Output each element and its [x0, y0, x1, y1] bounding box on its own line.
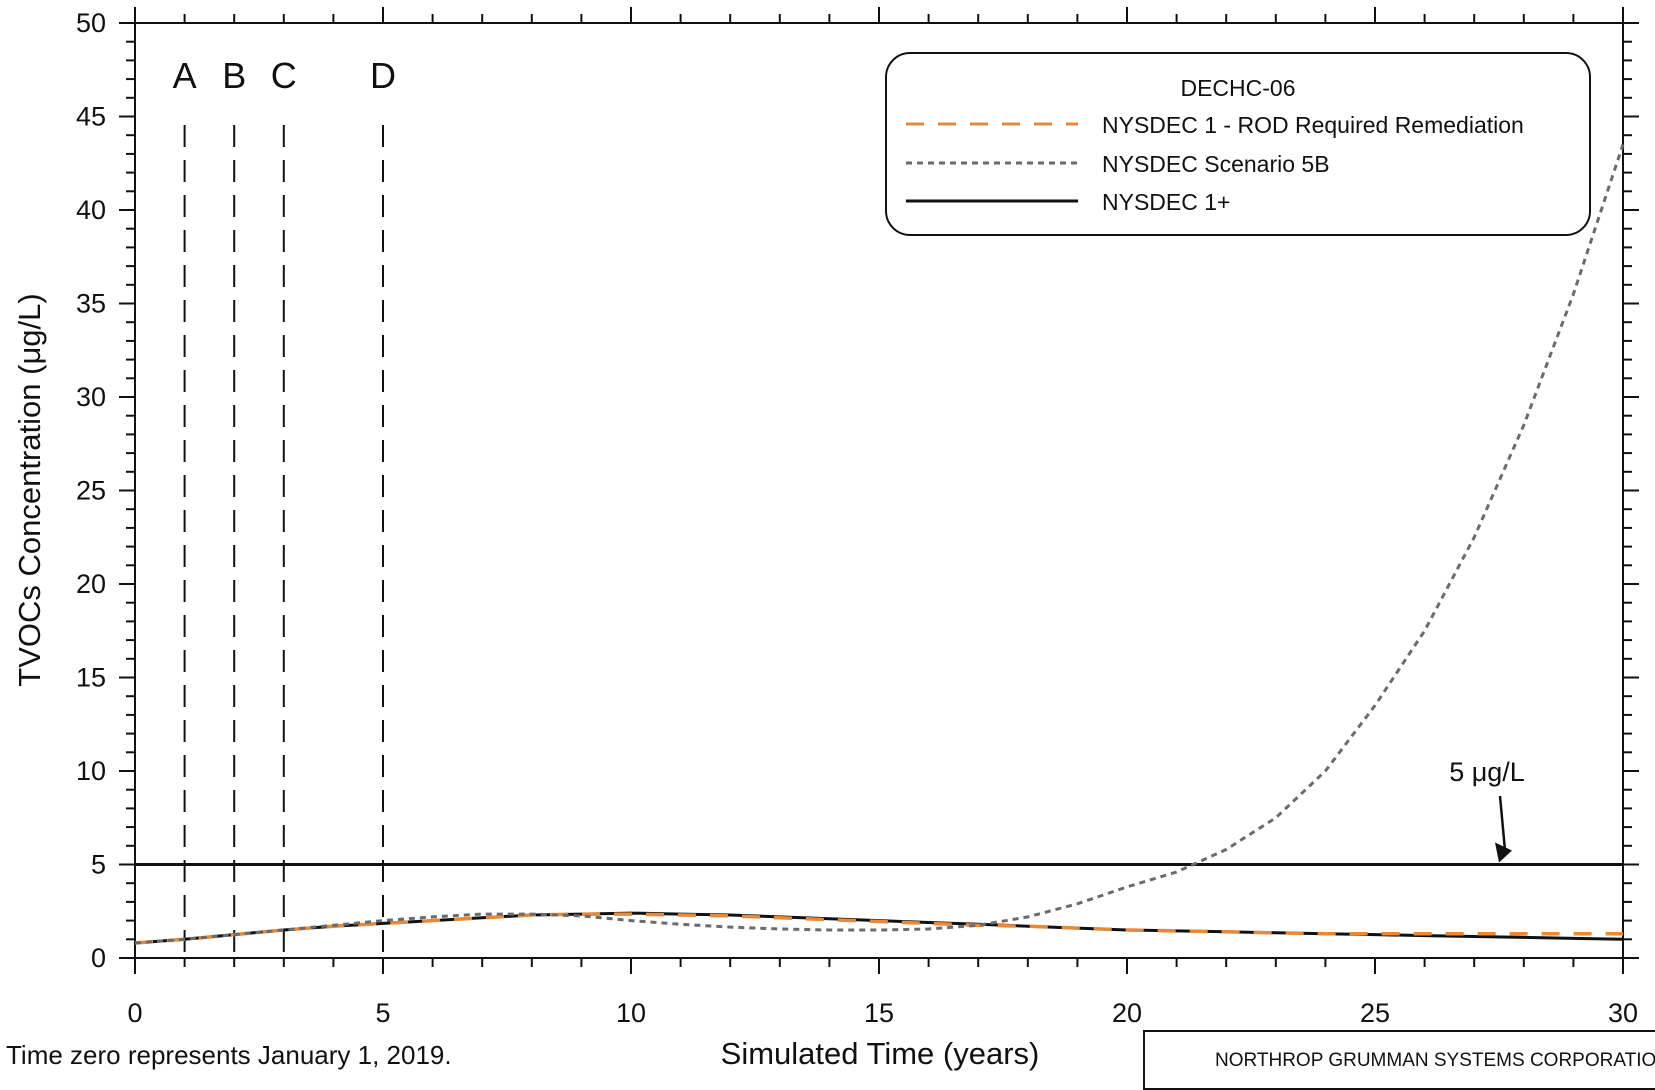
- reference-line-group: 5 μg/L: [135, 757, 1623, 866]
- y-tick-label: 50: [76, 8, 106, 38]
- y-tick-label: 0: [91, 943, 106, 973]
- x-tick-label: 0: [127, 998, 142, 1028]
- y-tick-label: 5: [91, 850, 106, 880]
- annotation-arrow-shaft: [1498, 795, 1507, 851]
- footnote: Time zero represents January 1, 2019.: [6, 1040, 452, 1070]
- phase-marker-label: D: [370, 55, 396, 96]
- company-name: NORTHROP GRUMMAN SYSTEMS CORPORATION: [1215, 1050, 1655, 1071]
- legend: DECHC-06 NYSDEC 1 - ROD Required Remedia…: [885, 52, 1591, 236]
- y-tick-label: 40: [76, 195, 106, 225]
- x-axis-title: Simulated Time (years): [721, 1036, 1040, 1071]
- series-line-2: [134, 911, 1624, 945]
- annotation-arrowhead: [1495, 842, 1512, 863]
- x-tick-label: 15: [864, 998, 894, 1028]
- axis-tick-labels: 0 5 10 15 20 25 30 0 5 10 15 20 25 30 35 40 45 50: [76, 8, 1638, 1028]
- company-box: NORTHROP GRUMMAN SYSTEMS CORPORATION: [1143, 1030, 1655, 1090]
- legend-label-1plus: NYSDEC 1+: [1102, 189, 1230, 215]
- legend-box: [885, 52, 1591, 236]
- y-axis-title: TVOCs Concentration (μg/L): [12, 293, 47, 686]
- y-tick-label: 25: [76, 476, 106, 506]
- x-tick-label: 25: [1360, 998, 1390, 1028]
- series-line-1: [134, 144, 1625, 945]
- y-tick-label: 20: [76, 569, 106, 599]
- y-tick-label: 35: [76, 289, 106, 319]
- series-lines: [134, 144, 1625, 945]
- y-tick-label: 10: [76, 756, 106, 786]
- legend-label-5b: NYSDEC Scenario 5B: [1102, 151, 1330, 177]
- y-tick-label: 45: [76, 102, 106, 132]
- phase-marker-label: C: [271, 55, 297, 96]
- series-line-0: [134, 912, 1623, 945]
- x-tick-label: 30: [1608, 998, 1638, 1028]
- reference-line-label: 5 μg/L: [1449, 757, 1525, 787]
- y-tick-label: 30: [76, 382, 106, 412]
- x-tick-label: 20: [1112, 998, 1142, 1028]
- x-tick-label: 5: [375, 998, 390, 1028]
- x-tick-label: 10: [616, 998, 646, 1028]
- legend-label-rod: NYSDEC 1 - ROD Required Remediation: [1102, 112, 1524, 138]
- axis-ticks: [119, 7, 1639, 974]
- legend-title: DECHC-06: [1180, 75, 1295, 101]
- phase-marker-label: B: [222, 55, 246, 96]
- phase-marker-label: A: [173, 55, 197, 96]
- y-tick-label: 15: [76, 663, 106, 693]
